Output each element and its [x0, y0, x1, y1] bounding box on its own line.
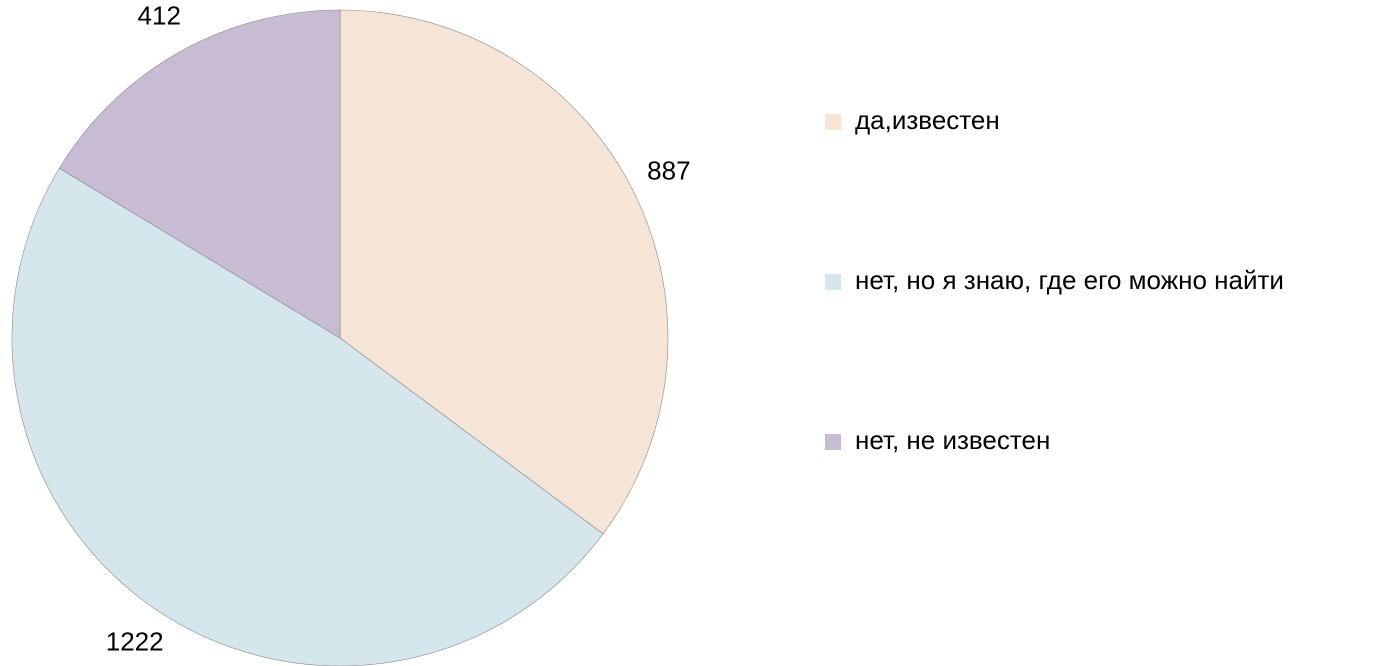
legend-swatch	[825, 274, 841, 290]
pie-slice	[58, 9, 341, 339]
legend-swatch	[825, 434, 841, 450]
legend-swatch	[825, 114, 841, 130]
pie-slice	[11, 167, 604, 666]
data-label: 887	[647, 156, 690, 186]
legend-label: да,известен	[855, 105, 1000, 135]
data-label: 1222	[106, 626, 164, 656]
legend-label: нет, но я знаю, где его можно найти	[855, 265, 1284, 295]
pie-slice	[339, 9, 669, 535]
data-label: 412	[138, 0, 181, 30]
legend-label: нет, не известен	[855, 425, 1050, 455]
